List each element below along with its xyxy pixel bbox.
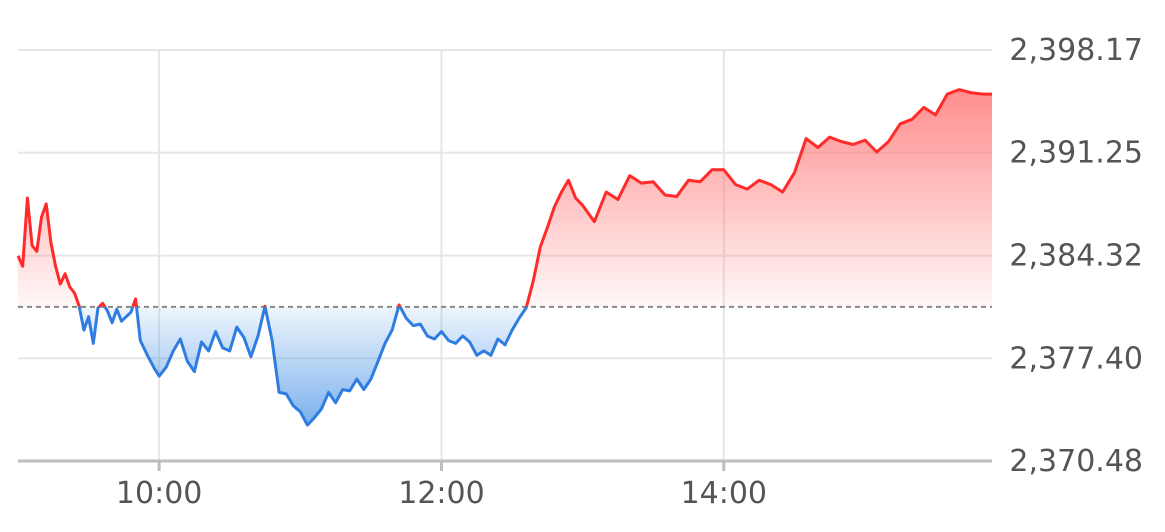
x-axis [18,459,992,471]
price-line [16,88,992,427]
x-tick-label: 10:00 [116,476,202,511]
y-tick-label: 2,377.40 [1009,341,1143,376]
y-tick-label: 2,398.17 [1009,33,1143,68]
grid [18,49,992,461]
series-line-down [77,306,528,427]
y-tick-label: 2,384.32 [1009,239,1143,274]
series-line-up [16,88,992,307]
price-area [18,89,992,426]
y-axis-labels: 2,398.17 2,391.25 2,384.32 2,377.40 2,370.48 [1009,33,1143,479]
x-tick-label: 12:00 [398,476,484,511]
x-axis-labels: 10:00 12:00 14:00 [116,476,767,511]
x-tick-label: 14:00 [681,476,767,511]
y-tick-label: 2,391.25 [1009,136,1143,171]
y-tick-label: 2,370.48 [1009,444,1143,479]
area-above-reference [18,89,992,307]
area-below-reference [79,306,527,426]
